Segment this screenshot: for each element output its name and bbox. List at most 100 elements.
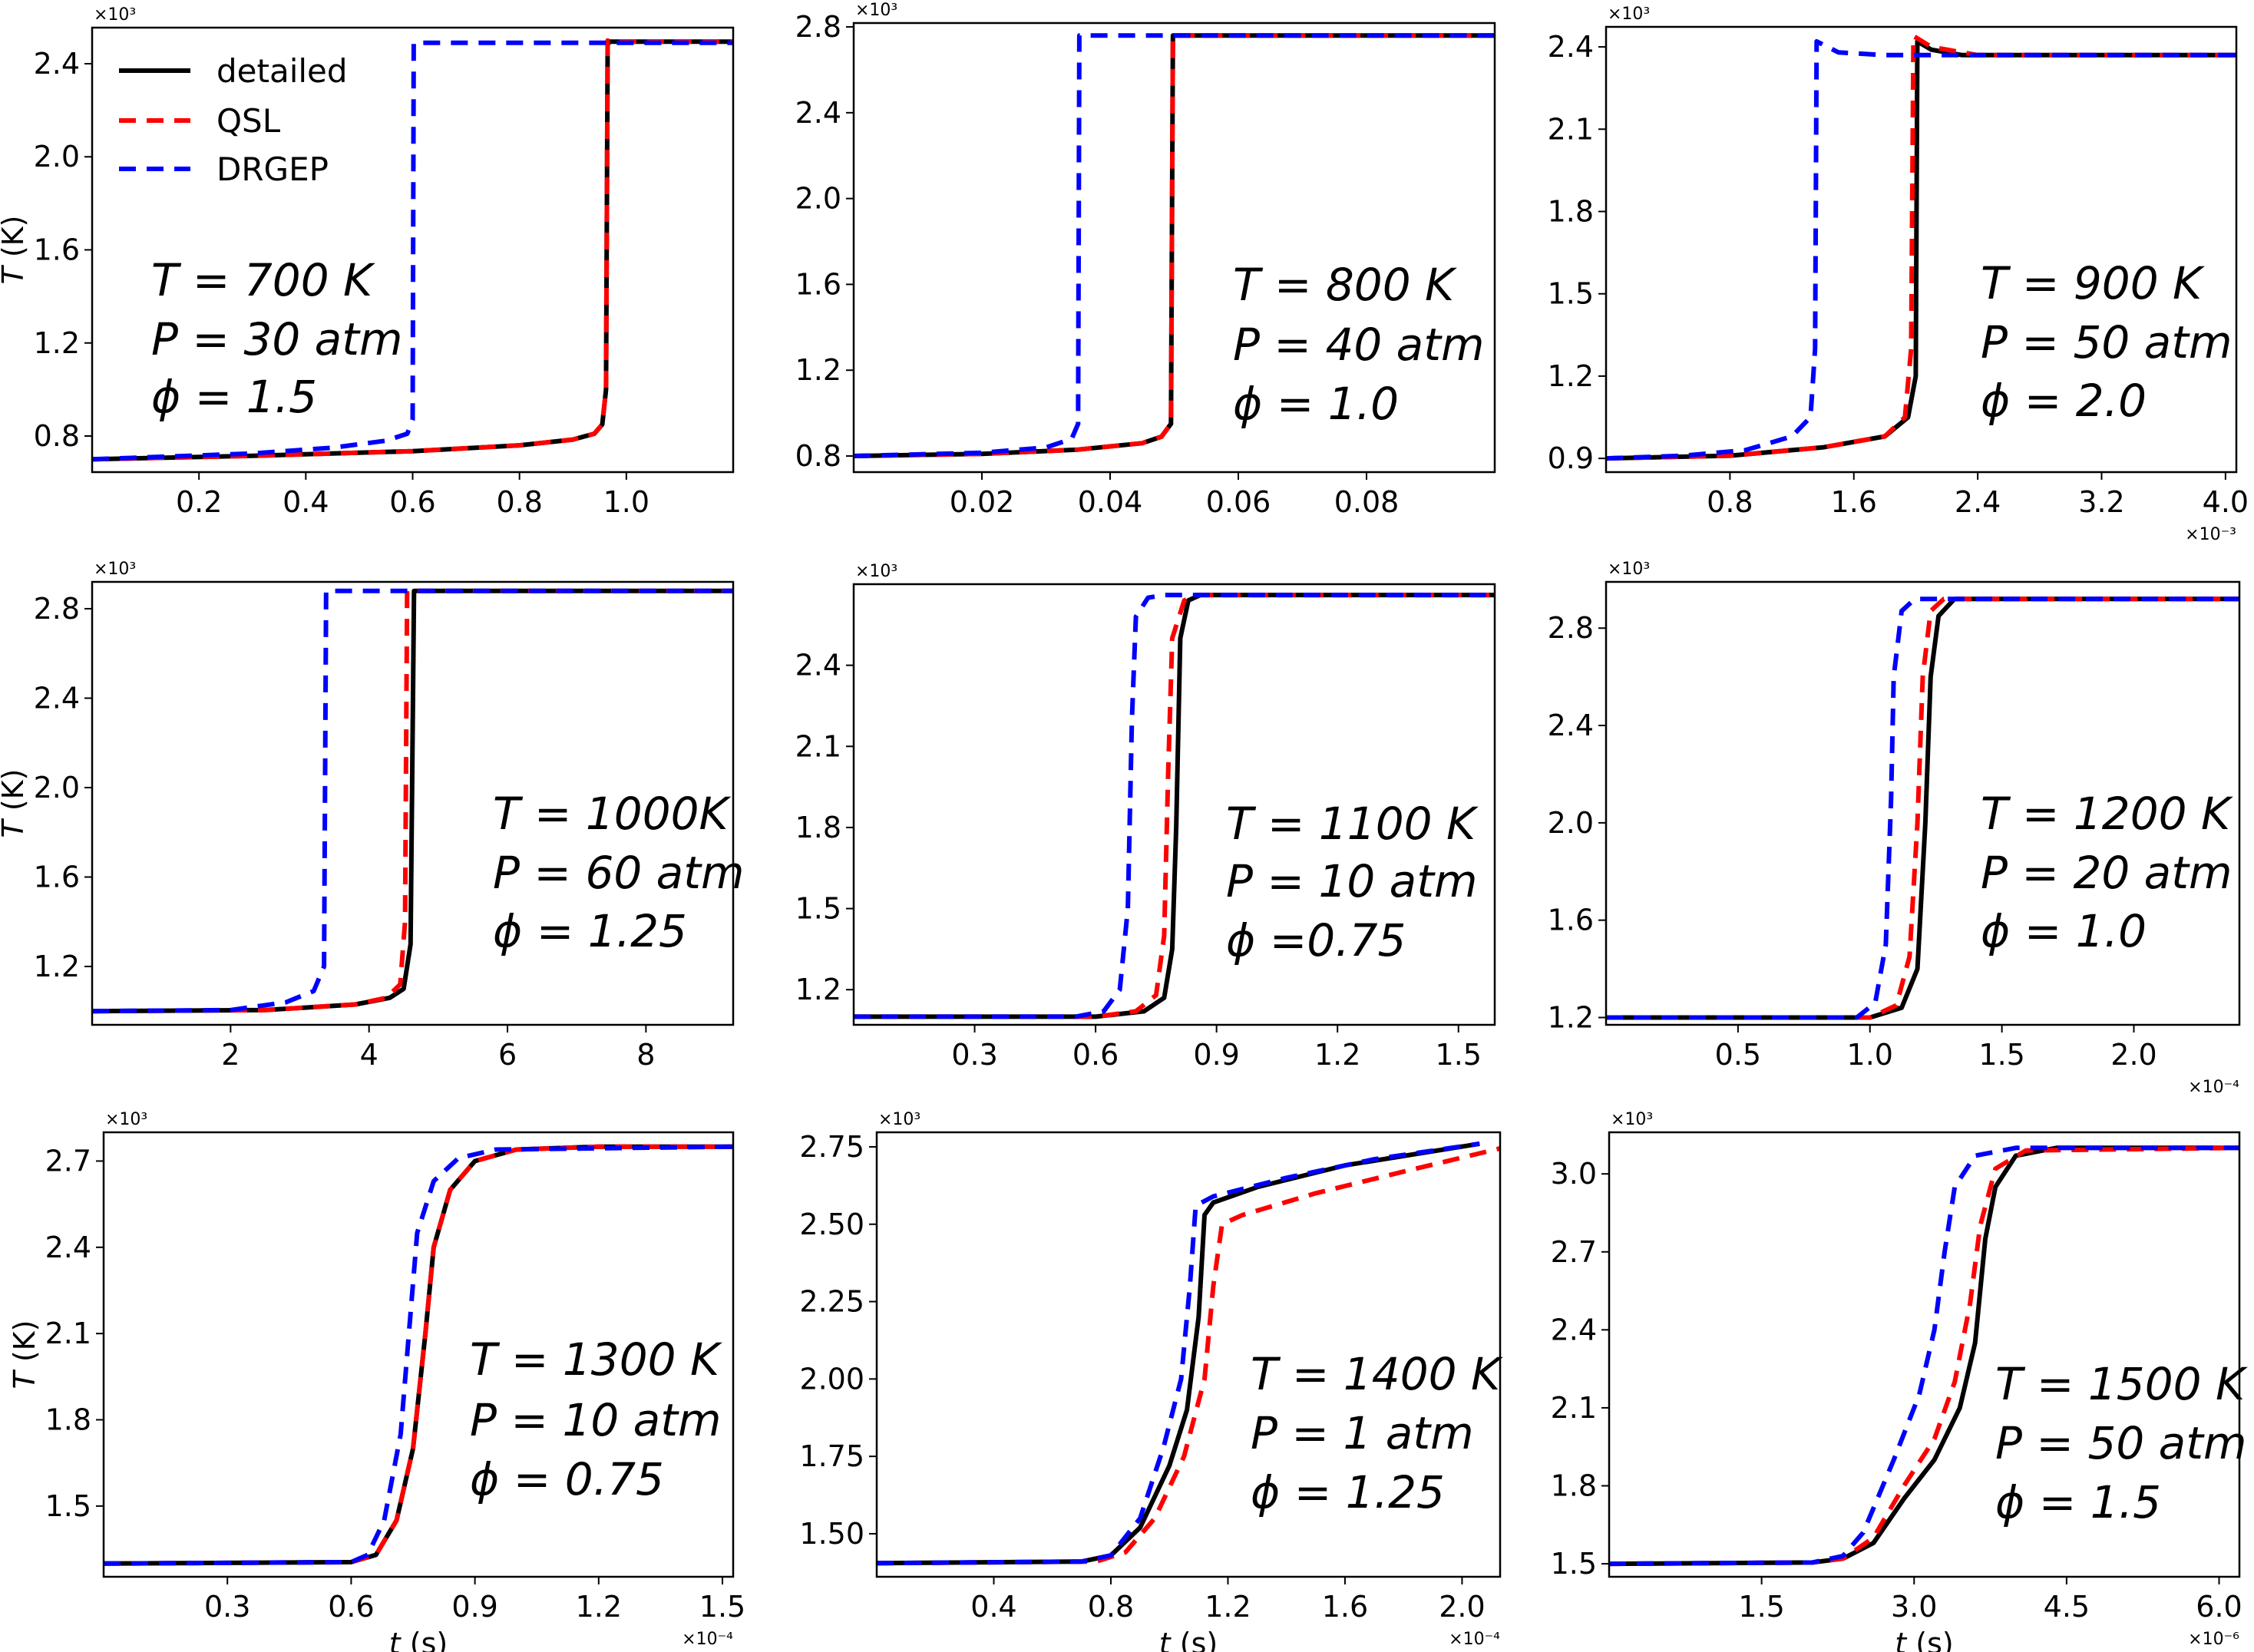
x-tick-label: 1.5 (699, 1590, 745, 1624)
y-tick-label: 2.7 (45, 1144, 91, 1178)
y-tick-label: 1.50 (799, 1517, 864, 1551)
series-line-drgep (92, 40, 733, 462)
panel-5: 0.3 0.6 0.9 1.2 1.5 1.2 1.5 1.8 2.1 2.4 ×10³ T = 11… (795, 562, 1496, 1072)
y-tick-label: 2.4 (1548, 30, 1594, 64)
series-group (1606, 33, 2236, 461)
series-group (854, 33, 1495, 458)
y-tick-label: 0.8 (34, 419, 80, 453)
y-tick-label: 1.5 (1548, 277, 1594, 311)
x-tick-label: 0.3 (951, 1038, 997, 1072)
x-tick-label: 3.0 (1891, 1590, 1937, 1624)
condition-annotation: T = 1500 K (1995, 1358, 2248, 1410)
x-tick-label: 3.2 (2078, 485, 2124, 519)
y-multiplier-label: ×10³ (855, 562, 897, 581)
y-tick-label: 1.6 (34, 233, 80, 267)
condition-annotation: P = 10 atm (1226, 855, 1477, 907)
y-tick-label: 2.4 (795, 649, 841, 682)
x-tick-label: 0.6 (328, 1590, 374, 1624)
legend-label: QSL (216, 102, 281, 140)
legend: detailed QSL DRGEP (119, 52, 348, 188)
x-tick-label: 1.0 (1847, 1038, 1893, 1072)
axes-frame (91, 580, 735, 1026)
series-line-drgep (104, 1144, 733, 1566)
series-line-detailed (854, 593, 1495, 1019)
y-tick-label: 2.1 (1551, 1391, 1597, 1425)
series-line-qsl (92, 38, 733, 462)
series-line-qsl (854, 593, 1495, 1019)
y-tick-label: 2.00 (799, 1362, 864, 1396)
panel-2: 0.02 0.04 0.06 0.08 0.8 1.2 1.6 2.0 2.4 2.8 ×10³ T … (795, 1, 1496, 519)
x-tick-label: 4 (360, 1038, 378, 1072)
y-tick-label: 1.75 (799, 1439, 864, 1473)
condition-annotation: ϕ = 1.5 (1995, 1476, 2161, 1528)
x-tick-label: 0.6 (1072, 1038, 1119, 1072)
y-tick-label: 1.8 (45, 1403, 91, 1437)
y-tick-label: 0.9 (1548, 441, 1594, 475)
y-tick-label: 2.4 (34, 47, 80, 81)
x-multiplier-label: ×10⁻³ (2185, 525, 2236, 544)
y-tick-label: 2.1 (1548, 112, 1594, 146)
condition-annotation: ϕ =0.75 (1226, 914, 1406, 966)
y-tick-label: 2.4 (1548, 709, 1594, 742)
panel-9: 1.5 3.0 4.5 6.0 1.5 1.8 2.1 2.4 2.7 3.0 ×10³ ×10⁻⁶ t… (1551, 1110, 2248, 1652)
condition-annotation: P = 1 atm (1251, 1407, 1474, 1459)
y-tick-label: 2.25 (799, 1285, 864, 1319)
condition-annotation: T = 1400 K (1251, 1348, 1503, 1400)
x-tick-label: 0.5 (1715, 1038, 1761, 1072)
y-tick-label: 2.4 (1551, 1313, 1597, 1346)
condition-annotation: P = 10 atm (470, 1394, 721, 1446)
y-multiplier-label: ×10³ (878, 1110, 920, 1129)
condition-annotation: P = 40 atm (1233, 319, 1484, 371)
y-tick-label: 1.6 (795, 267, 841, 301)
series-line-detailed (92, 588, 733, 1014)
x-tick-label: 4.5 (2044, 1590, 2090, 1624)
condition-annotation: ϕ = 1.25 (493, 905, 687, 957)
y-multiplier-label: ×10³ (105, 1110, 147, 1129)
axes-frame (852, 583, 1496, 1026)
x-tick-label: 1.6 (1322, 1590, 1368, 1624)
condition-annotation: P = 50 atm (1995, 1417, 2246, 1469)
x-tick-label: 0.3 (204, 1590, 250, 1624)
x-axis-label: t (s) (1159, 1627, 1218, 1652)
condition-annotation: T = 1100 K (1226, 798, 1479, 850)
x-tick-label: 0.8 (1088, 1590, 1134, 1624)
y-tick-label: 1.6 (34, 860, 80, 894)
axes-frame (875, 1131, 1502, 1578)
condition-annotation: ϕ = 1.5 (151, 371, 317, 423)
y-tick-label: 1.2 (1548, 359, 1594, 393)
series-line-detailed (1606, 596, 2239, 1020)
x-multiplier-label: ×10⁻⁶ (2188, 1630, 2239, 1649)
panel-7: 0.3 0.6 0.9 1.2 1.5 1.5 1.8 2.1 2.4 2.7 ×10³ ×10⁻⁴ T… (8, 1110, 745, 1652)
condition-annotation: ϕ = 1.25 (1251, 1466, 1445, 1518)
x-tick-label: 0.9 (451, 1590, 497, 1624)
y-tick-label: 1.2 (1548, 1000, 1594, 1034)
y-multiplier-label: ×10³ (94, 560, 136, 579)
y-tick-label: 2.1 (795, 729, 841, 763)
condition-annotation: ϕ = 0.75 (470, 1453, 664, 1505)
y-multiplier-label: ×10³ (94, 5, 136, 25)
y-tick-label: 2.0 (795, 182, 841, 216)
y-tick-label: 1.8 (1548, 195, 1594, 229)
x-tick-label: 2 (221, 1038, 240, 1072)
x-tick-label: 1.0 (603, 485, 649, 519)
condition-annotation: ϕ = 1.0 (1233, 378, 1399, 430)
y-multiplier-label: ×10³ (1611, 1110, 1653, 1129)
y-tick-label: 1.8 (1551, 1469, 1597, 1502)
condition-annotation: T = 1200 K (1981, 788, 2233, 840)
x-multiplier-label: ×10⁻⁴ (1449, 1630, 1500, 1649)
x-tick-label: 6.0 (2196, 1590, 2242, 1624)
y-tick-label: 1.8 (795, 811, 841, 844)
condition-annotation: T = 1000K (493, 788, 732, 840)
x-axis-label: t (s) (389, 1627, 448, 1652)
x-multiplier-label: ×10⁻⁴ (682, 1630, 733, 1649)
y-tick-label: 1.5 (45, 1489, 91, 1523)
x-tick-label: 0.08 (1334, 485, 1400, 519)
series-group (92, 38, 733, 462)
x-tick-label: 6 (498, 1038, 517, 1072)
x-tick-label: 0.2 (176, 485, 222, 519)
y-tick-label: 1.6 (1548, 904, 1594, 937)
legend-label: detailed (216, 52, 348, 90)
axes-frame (102, 1131, 735, 1578)
y-tick-label: 1.2 (795, 973, 841, 1006)
y-tick-label: 3.0 (1551, 1157, 1597, 1191)
